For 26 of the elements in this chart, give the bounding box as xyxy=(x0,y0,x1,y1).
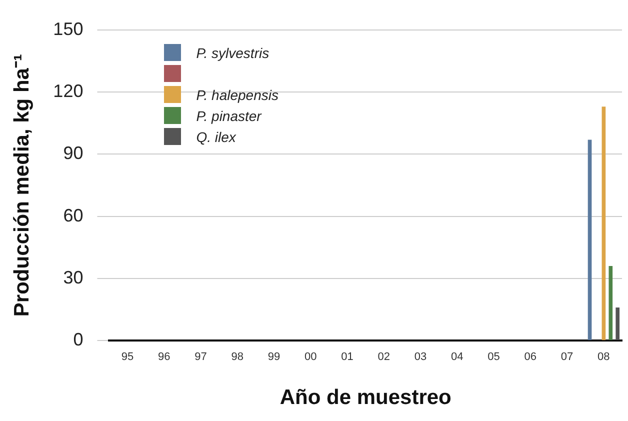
y-tick-label: 30 xyxy=(63,267,84,288)
x-tick-label: 95 xyxy=(121,351,134,364)
x-tick-label: 07 xyxy=(560,351,574,364)
legend-label: P. pinaster xyxy=(196,108,262,124)
x-tick-label: 03 xyxy=(414,351,427,364)
legend-label: Q. ilex xyxy=(196,128,236,144)
x-tick-label: 08 xyxy=(598,351,610,364)
y-axis-title: Producción media, kg ha⁻¹ xyxy=(10,54,34,317)
legend-label: P. sylvestris xyxy=(196,44,270,60)
x-tick-label: 98 xyxy=(231,351,244,364)
x-tick-label: 97 xyxy=(194,351,207,364)
x-tick-label: 02 xyxy=(378,351,390,364)
x-tick-label: 00 xyxy=(304,351,317,364)
x-tick-label: 01 xyxy=(341,351,354,364)
y-tick-label: 0 xyxy=(73,330,84,350)
x-tick-label: 06 xyxy=(524,351,537,364)
x-tick-label: 99 xyxy=(268,351,280,364)
y-tick-label: 60 xyxy=(63,205,84,226)
x-tick-label: 04 xyxy=(451,351,464,364)
y-tick-label: 90 xyxy=(63,143,84,164)
y-tick-label: 150 xyxy=(53,18,84,39)
x-axis-title: Año de muestreo xyxy=(280,386,452,410)
legend-label: P. halepensis xyxy=(196,86,278,102)
x-tick-label: 05 xyxy=(488,351,500,364)
y-tick-label: 120 xyxy=(53,81,84,102)
x-tick-label: 96 xyxy=(158,351,170,364)
